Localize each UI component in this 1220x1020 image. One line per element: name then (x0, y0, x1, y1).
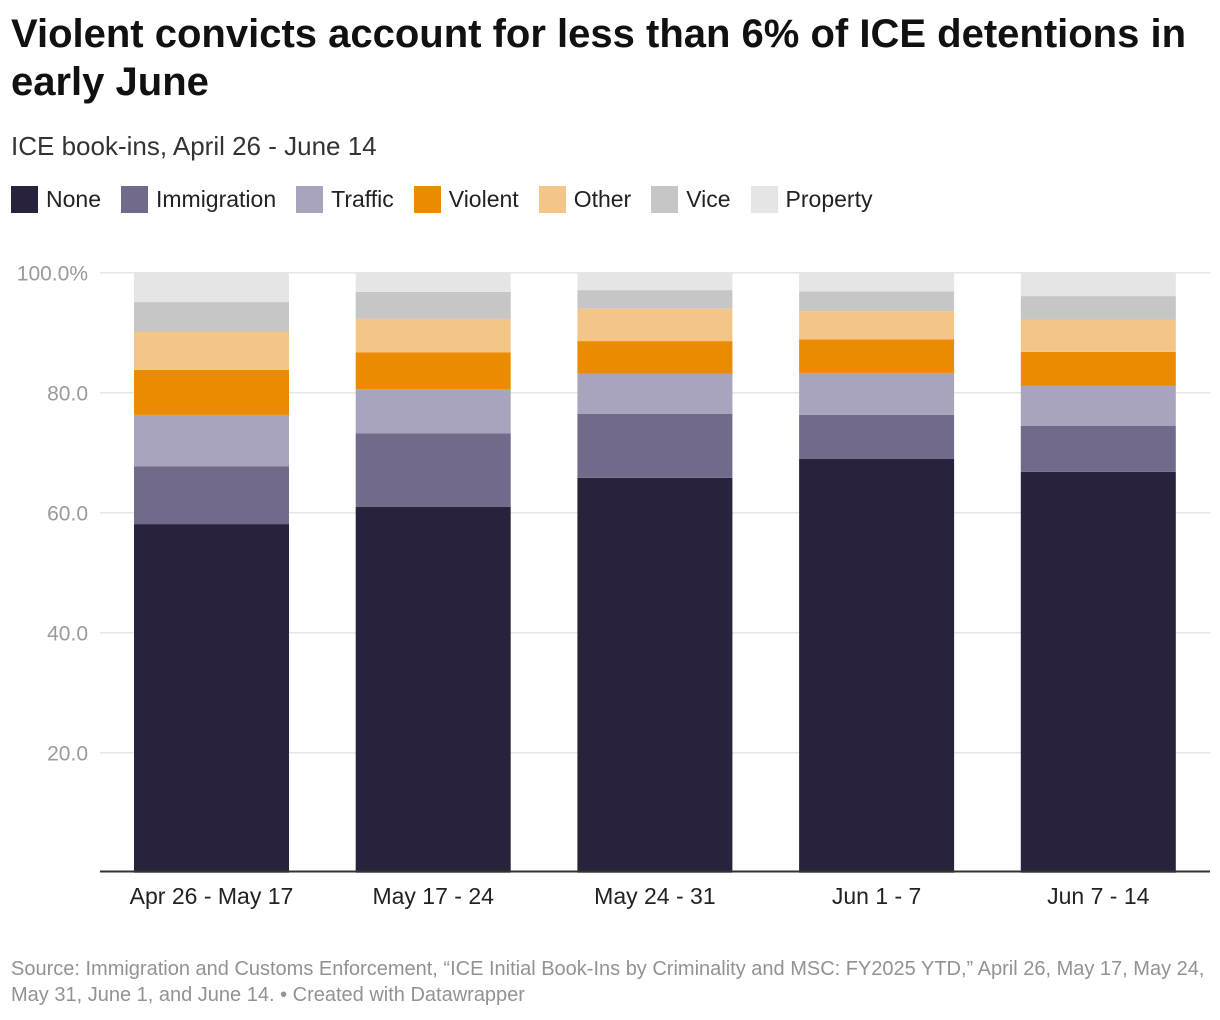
legend-swatch (120, 186, 148, 213)
bar-segment-other (799, 311, 955, 340)
bar-segment-vice (134, 302, 289, 332)
legend-item-none: None (11, 186, 101, 213)
bar-segment-traffic (1020, 385, 1176, 426)
bar-segment-violent (134, 369, 289, 415)
x-tick-label: Jun 1 - 7 (832, 883, 922, 909)
y-tick-label: 40.0 (47, 623, 88, 646)
bar-segment-immigration (799, 414, 955, 459)
bar-segment-traffic (799, 372, 955, 415)
bar-segment-other (134, 331, 289, 370)
bar-segment-none (134, 524, 289, 873)
bar-segment-immigration (355, 433, 511, 507)
legend-swatch (11, 186, 38, 213)
bar-segment-immigration (134, 466, 289, 525)
bar-segment-other (355, 318, 511, 353)
bar-segment-vice (355, 291, 511, 319)
legend-label: None (46, 186, 101, 212)
bar-segment-none (1020, 471, 1176, 873)
source-footer: Source: Immigration and Customs Enforcem… (11, 958, 1205, 1006)
x-tick-label: Apr 26 - May 17 (130, 883, 294, 909)
bar-segment-immigration (577, 413, 733, 478)
legend-label: Traffic (331, 186, 394, 212)
bar-segment-violent (355, 352, 511, 390)
bar-segment-property (1020, 272, 1176, 297)
legend-item-property: Property (750, 186, 873, 213)
legend-item-immigration: Immigration (120, 186, 277, 213)
bar-segment-traffic (134, 414, 289, 467)
bar-segment-property (799, 272, 955, 292)
bar-segment-traffic (355, 389, 511, 434)
bar-segment-immigration (1020, 425, 1176, 472)
legend-swatch (538, 186, 566, 213)
bar-segment-property (577, 272, 733, 291)
bar-segment-other (1020, 319, 1176, 352)
bar-segment-none (355, 506, 511, 873)
bar-segment-property (355, 272, 511, 292)
x-tick-label: May 17 - 24 (372, 883, 494, 909)
chart-title: Violent convicts account for less than 6… (11, 12, 1187, 104)
bar-segment-violent (1020, 351, 1176, 386)
legend-swatch (296, 186, 324, 213)
legend-label: Other (573, 186, 632, 212)
bar-segment-vice (799, 291, 955, 312)
legend-swatch (651, 186, 679, 213)
bar-segment-traffic (577, 373, 733, 414)
legend-item-violent: Violent (413, 186, 519, 213)
x-tick-label: Jun 7 - 14 (1047, 883, 1149, 909)
y-tick-label: 20.0 (47, 743, 88, 766)
bar-segment-vice (577, 290, 733, 309)
legend-label: Vice (686, 186, 731, 212)
bar-segment-violent (577, 341, 733, 374)
legend: None Immigration Traffic Violent Other Vice Pr… (11, 186, 892, 213)
legend-item-vice: Vice (651, 186, 731, 213)
bar-segment-none (799, 458, 955, 873)
legend-label: Violent (448, 186, 519, 212)
y-tick-label: 60.0 (47, 503, 88, 526)
legend-item-other: Other (538, 186, 632, 213)
bar-segment-violent (799, 339, 955, 373)
bar-segment-none (577, 477, 733, 873)
legend-label: Property (785, 186, 873, 212)
x-tick-label: May 24 - 31 (594, 883, 715, 909)
legend-item-traffic: Traffic (296, 186, 394, 213)
bar-segment-vice (1020, 296, 1176, 320)
bar-segment-property (134, 272, 289, 303)
chart-subtitle: ICE book-ins, April 26 - June 14 (11, 131, 377, 161)
bar-segment-other (577, 308, 733, 342)
y-tick-label: 100.0% (17, 263, 88, 286)
legend-label: Immigration (155, 186, 277, 212)
legend-swatch (413, 186, 441, 213)
y-tick-label: 80.0 (47, 383, 88, 406)
legend-swatch (750, 186, 778, 213)
